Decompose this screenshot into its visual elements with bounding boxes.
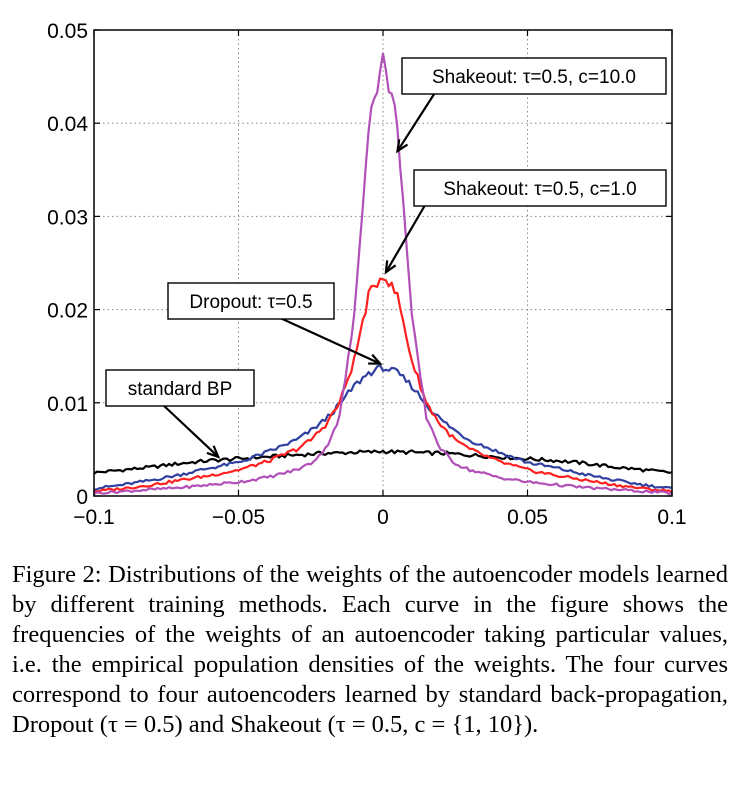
series-line-dropout-0-5 <box>93 364 673 491</box>
annotation-label: Shakeout: τ=0.5, c=1.0 <box>443 179 636 200</box>
annotation-arrow-head <box>206 445 221 459</box>
annotation-box <box>105 369 255 407</box>
annotation-arrow-head <box>368 353 383 365</box>
annotation-label: standard BP <box>128 379 233 400</box>
grid-lines <box>94 30 672 496</box>
y-tick-label: 0.05 <box>47 20 88 43</box>
y-tick-label: 0.04 <box>47 113 88 136</box>
annotation-arrow-line <box>396 87 439 152</box>
annotation-arrow-line <box>277 315 381 365</box>
series-line-shakeout-0-5-c-1-0 <box>93 277 673 494</box>
annotation-arrow-line <box>161 403 220 458</box>
annotations: Shakeout: τ=0.5, c=10.0 Shakeout: τ=0.5, … <box>105 57 667 459</box>
annotation-box <box>167 282 335 320</box>
annotation-dropout-0-5: Dropout: τ=0.5 <box>167 282 383 365</box>
x-tick-label: −0.1 <box>73 506 114 529</box>
axis-ticks: −0.1 −0.05 0 0.05 0.1 0 0.01 0.02 0.03 0.04 0.05 <box>47 20 686 529</box>
annotation-box <box>413 169 667 207</box>
annotation-label: Shakeout: τ=0.5, c=10.0 <box>432 67 636 88</box>
annotation-shakeout-0-5-c-1-0: Shakeout: τ=0.5, c=1.0 <box>384 169 667 275</box>
x-tick-label: −0.05 <box>212 506 265 529</box>
y-tick-label: 0.01 <box>47 393 88 416</box>
x-tick-label: 0 <box>377 506 389 529</box>
annotation-arrow-line <box>384 199 429 273</box>
y-tick-label: 0.02 <box>47 300 88 323</box>
y-tick-label: 0 <box>76 486 88 509</box>
annotation-box <box>401 57 667 95</box>
series-line-shakeout-0-5-c-10-0 <box>93 52 673 496</box>
annotation-shakeout-0-5-c-10-0: Shakeout: τ=0.5, c=10.0 <box>395 57 667 154</box>
x-tick-label: 0.05 <box>507 506 548 529</box>
annotation-arrow-head <box>384 260 397 275</box>
series-lines <box>93 52 673 496</box>
y-tick-label: 0.03 <box>47 206 88 229</box>
series-line-standard-bp <box>93 449 673 475</box>
annotation-arrow-head <box>395 139 409 154</box>
annotation-label: Dropout: τ=0.5 <box>189 292 312 313</box>
weight-distribution-chart: −0.1 −0.05 0 0.05 0.1 0 0.01 0.02 0.03 0.04 0.05 S… <box>47 20 686 529</box>
x-tick-label: 0.1 <box>657 506 686 529</box>
figure-caption: Figure 2: Distributions of the weights o… <box>12 561 728 738</box>
annotation-standard-bp: standard BP <box>105 369 255 459</box>
